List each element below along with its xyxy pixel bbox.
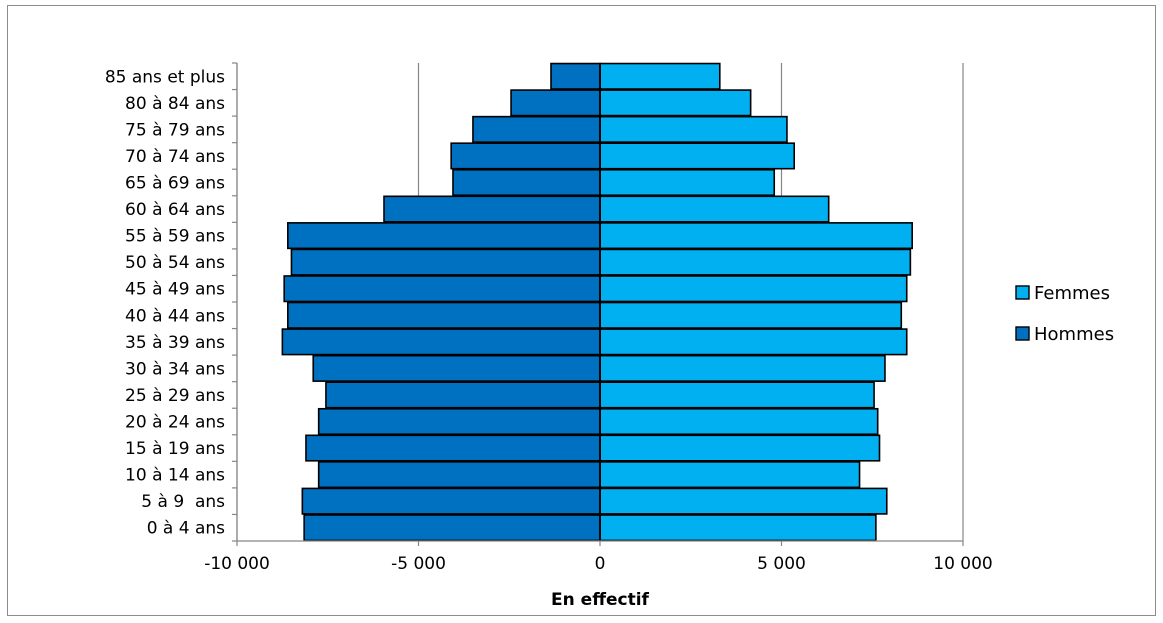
bar-femmes xyxy=(599,142,796,170)
bar-femmes xyxy=(599,222,913,250)
category-label: 50 à 54 ans xyxy=(125,253,225,273)
bars xyxy=(281,62,913,542)
category-label: 40 à 44 ans xyxy=(125,306,225,326)
bar-hommes xyxy=(383,195,601,223)
chart-frame: 0 à 4 ans 5 à 9 ans 10 à 14 ans 15 à 19 ans… xyxy=(7,5,1156,616)
category-label: 10 à 14 ans xyxy=(125,466,225,486)
category-label: 25 à 29 ans xyxy=(125,386,225,406)
legend-swatch-hommes xyxy=(1015,326,1030,341)
bar-femmes xyxy=(599,328,908,356)
bar-hommes xyxy=(287,301,601,329)
x-axis-title: En effectif xyxy=(551,590,649,610)
bar-hommes xyxy=(550,62,601,90)
category-label: 5 à 9 ans xyxy=(141,492,225,512)
x-tick-label: -10 000 xyxy=(204,554,270,574)
bar-hommes xyxy=(305,434,601,462)
bar-femmes xyxy=(599,168,776,197)
bar-hommes xyxy=(317,461,601,489)
category-label: 35 à 39 ans xyxy=(125,333,225,353)
bar-femmes xyxy=(599,115,788,143)
category-label: 0 à 4 ans xyxy=(147,519,225,539)
category-label: 55 à 59 ans xyxy=(125,227,225,247)
category-label: 30 à 34 ans xyxy=(125,359,225,379)
bar-hommes xyxy=(281,328,601,356)
category-labels: 0 à 4 ans 5 à 9 ans 10 à 14 ans 15 à 19 ans… xyxy=(105,67,225,538)
x-tick-label: 0 xyxy=(595,554,606,574)
bar-femmes xyxy=(599,248,912,276)
category-label: 15 à 19 ans xyxy=(125,439,225,459)
bar-femmes xyxy=(599,89,752,117)
legend-swatch-femmes xyxy=(1015,285,1030,300)
category-label: 60 à 64 ans xyxy=(125,200,225,220)
legend-label-femmes: Femmes xyxy=(1034,283,1110,304)
bar-femmes xyxy=(599,354,886,382)
bar-hommes xyxy=(301,487,601,515)
population-pyramid-chart: 0 à 4 ans 5 à 9 ans 10 à 14 ans 15 à 19 ans… xyxy=(105,62,1114,610)
axes xyxy=(232,62,964,546)
bar-hommes xyxy=(283,275,601,303)
bar-femmes xyxy=(599,461,861,489)
bar-femmes xyxy=(599,381,875,409)
bar-hommes xyxy=(303,514,601,542)
bar-femmes xyxy=(599,62,721,90)
bar-hommes xyxy=(290,248,601,276)
bar-femmes xyxy=(599,275,908,303)
category-label: 80 à 84 ans xyxy=(125,94,225,114)
x-tick-label: -5 000 xyxy=(391,554,446,574)
x-tick-labels: -10 000 -5 000 0 5 000 10 000 xyxy=(204,554,993,574)
x-tick-label: 5 000 xyxy=(757,554,806,574)
category-label: 20 à 24 ans xyxy=(125,413,225,433)
bar-femmes xyxy=(599,301,903,329)
bar-hommes xyxy=(452,168,601,197)
category-label: 85 ans et plus xyxy=(105,67,225,87)
category-label: 70 à 74 ans xyxy=(125,147,225,167)
category-label: 75 à 79 ans xyxy=(125,120,225,140)
bar-femmes xyxy=(599,514,877,542)
bar-femmes xyxy=(599,407,879,436)
bar-hommes xyxy=(312,354,601,382)
bar-hommes xyxy=(287,222,601,250)
bar-hommes xyxy=(472,115,601,143)
legend: Femmes Hommes xyxy=(1015,283,1114,345)
legend-label-hommes: Hommes xyxy=(1034,324,1114,345)
bar-hommes xyxy=(317,407,601,436)
bar-hommes xyxy=(325,381,601,409)
category-label: 65 à 69 ans xyxy=(125,174,225,194)
x-tick-label: 10 000 xyxy=(933,554,992,574)
bar-femmes xyxy=(599,195,830,223)
bar-hommes xyxy=(450,142,601,170)
bar-femmes xyxy=(599,434,881,462)
bar-hommes xyxy=(510,89,601,117)
category-label: 45 à 49 ans xyxy=(125,280,225,300)
bar-femmes xyxy=(599,487,888,515)
